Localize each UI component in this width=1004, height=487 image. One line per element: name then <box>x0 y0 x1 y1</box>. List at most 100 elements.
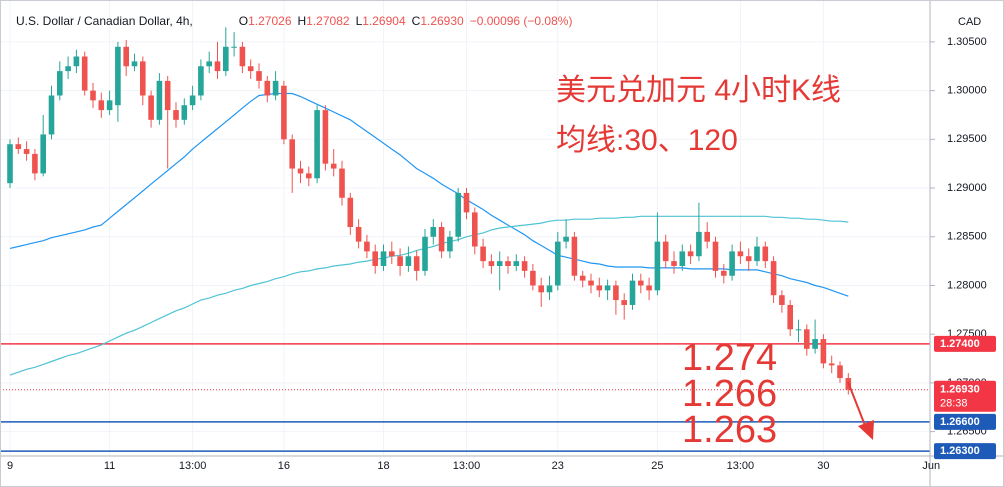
ohlc-value: 1.26930 <box>420 14 464 28</box>
candle-body <box>15 144 22 150</box>
annotation: 美元兑加元 4小时K线 <box>556 74 841 107</box>
candle-body <box>413 256 420 271</box>
candle-body <box>488 261 495 266</box>
candle-body <box>430 227 437 237</box>
candle-body <box>81 56 88 91</box>
candle-body <box>272 80 279 96</box>
candle-body <box>480 246 486 262</box>
candle-body <box>521 261 528 271</box>
candle-body <box>820 339 827 364</box>
candle-body <box>148 95 154 120</box>
candle-body <box>123 46 129 67</box>
candle-body <box>131 61 138 67</box>
arrow-head <box>858 420 874 440</box>
candle-body <box>828 363 835 366</box>
candle-body <box>297 168 304 174</box>
candle-body <box>73 56 80 67</box>
last-price-label: 1.26930 <box>940 384 980 396</box>
candle-body <box>646 285 652 291</box>
x-tick-label: 23 <box>552 460 564 472</box>
candle-body <box>173 110 179 120</box>
candle-body <box>355 227 362 242</box>
candle-body <box>754 246 760 262</box>
moving-average-line <box>9 215 849 376</box>
candle-body <box>281 85 287 140</box>
candle-body <box>247 66 254 72</box>
candle-body <box>7 144 13 184</box>
candle-body <box>546 285 553 293</box>
ohlc-key: L <box>356 14 363 28</box>
candle-body <box>762 246 769 262</box>
candle-body <box>662 241 669 262</box>
candle-body <box>223 46 229 72</box>
candle-body <box>463 192 470 213</box>
candle-body <box>779 295 785 305</box>
axes: 1.30500 1.30000 1.29500 1.29000 1.28500 1.280… <box>7 16 996 472</box>
plot-area <box>0 0 932 455</box>
candle-body <box>48 95 55 135</box>
candle-body <box>322 110 329 164</box>
level-price-box <box>934 413 996 430</box>
y-tick-label: 1.29500 <box>947 133 987 145</box>
time-axis-panel <box>0 456 930 487</box>
candle-body <box>563 236 569 242</box>
candle-body <box>40 134 46 174</box>
candle-body <box>579 275 586 281</box>
chart-title: U.S. Dollar / Canadian Dollar, 4h, O1.270… <box>16 14 572 28</box>
last-price-box <box>934 380 996 412</box>
currency-label: CAD <box>958 16 981 28</box>
candle-body <box>745 256 752 262</box>
candle-body <box>23 149 30 154</box>
countdown-label: 28:38 <box>940 398 968 410</box>
x-tick-label: 9 <box>7 460 13 472</box>
candle-body <box>314 110 320 179</box>
candle-body <box>65 66 71 72</box>
y-tick-label: 1.28500 <box>947 231 987 243</box>
candle-body <box>32 153 38 174</box>
candle-body <box>422 236 428 271</box>
candle-body <box>231 46 237 48</box>
candle-body <box>721 270 727 276</box>
x-tick-label: 30 <box>817 460 829 472</box>
candle-body <box>372 251 378 266</box>
ohlc-value: 1.27082 <box>306 14 350 28</box>
candle-body <box>438 227 445 252</box>
candle-body <box>389 251 395 257</box>
header: U.S. Dollar / Canadian Dollar, 4h, O1.270… <box>16 14 572 28</box>
level-annotation: 1.274 <box>682 337 777 379</box>
x-tick-label: 16 <box>278 460 290 472</box>
arrow-line <box>847 381 867 429</box>
candle-body <box>787 304 793 330</box>
moving-average-line <box>9 92 849 297</box>
candle-body <box>239 46 246 67</box>
level-price-box <box>934 335 996 352</box>
candle-body <box>712 241 719 271</box>
candle-body <box>57 71 63 96</box>
candle-body <box>837 365 843 379</box>
candle-body <box>189 95 196 106</box>
candle-body <box>455 192 461 237</box>
candle-body <box>729 251 735 276</box>
candle-body <box>621 300 627 305</box>
candle-body <box>405 256 412 266</box>
candle-body <box>156 80 163 120</box>
candle-body <box>496 261 503 266</box>
candle-body <box>804 329 810 349</box>
candle-body <box>330 163 337 169</box>
y-tick-label: 1.28000 <box>947 279 987 291</box>
candle-body <box>206 61 212 67</box>
candle-body <box>671 261 677 266</box>
candle-body <box>256 71 262 81</box>
candle-body <box>98 100 105 111</box>
candle-body <box>115 46 121 106</box>
change-value: −0.00096 (−0.08%) <box>470 14 573 28</box>
level-price-box <box>934 443 996 460</box>
level-annotation: 1.266 <box>682 373 777 415</box>
ohlc-key: O <box>239 14 248 28</box>
candle-body <box>505 261 511 266</box>
candle-body <box>613 285 619 301</box>
ohlc-value: 1.27026 <box>248 14 292 28</box>
candle-body <box>364 241 370 252</box>
annotation: 均线:30、120 <box>556 124 738 157</box>
